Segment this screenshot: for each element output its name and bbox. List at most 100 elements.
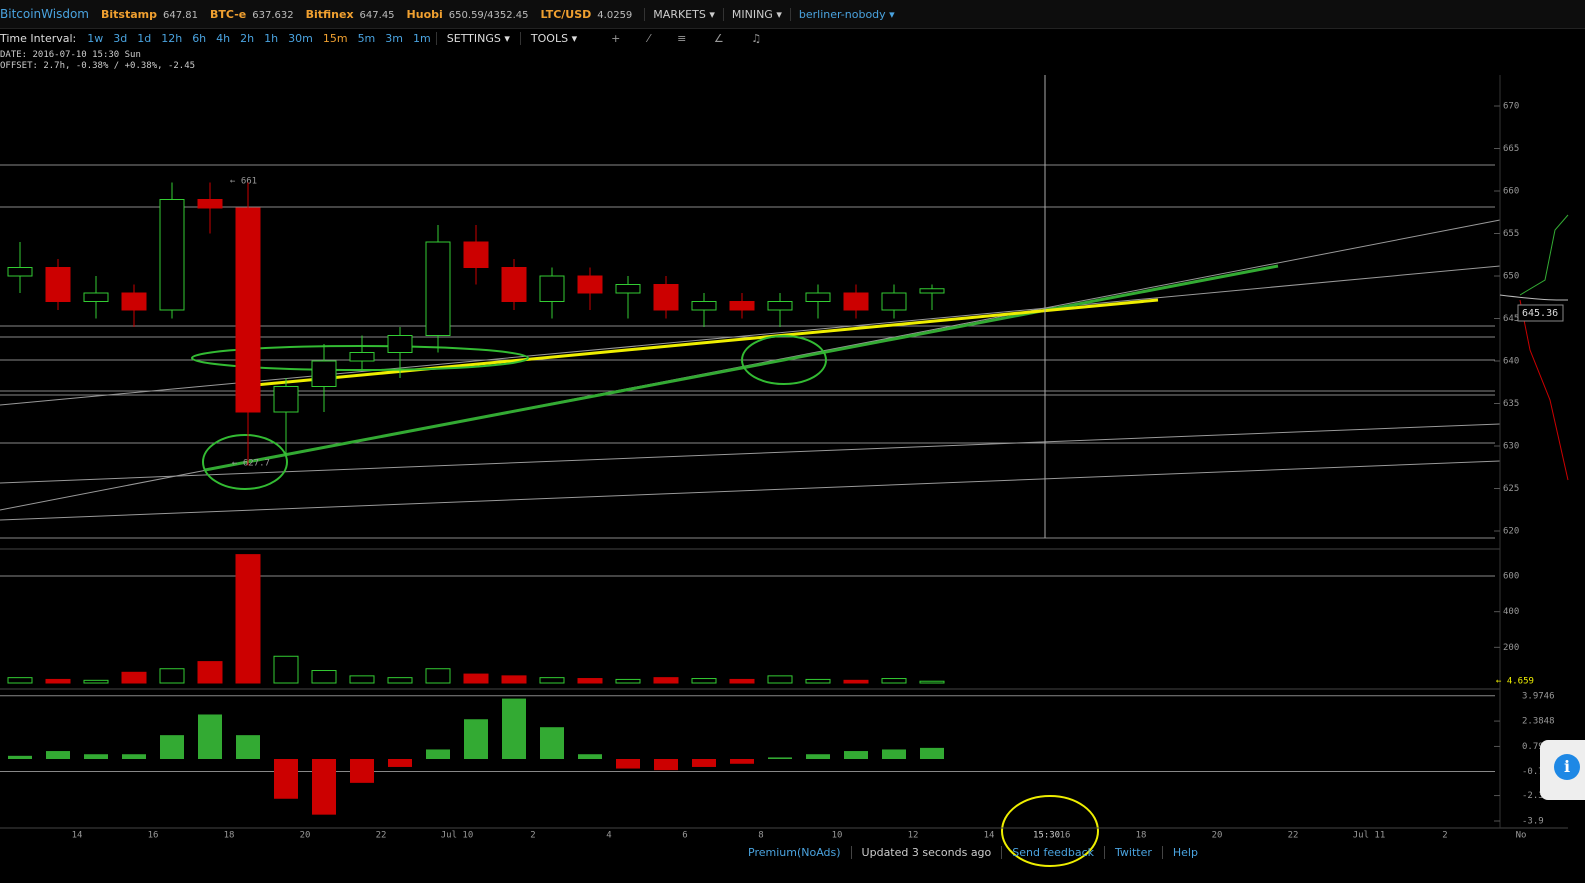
y-tick-label: 665	[1503, 144, 1519, 154]
macd-bar	[654, 759, 678, 771]
x-tick-label: Jul 11	[1353, 831, 1386, 841]
depth	[1519, 299, 1569, 481]
macd-bar	[578, 754, 602, 759]
trend-line	[0, 423, 1501, 484]
menu[interactable]: berliner-nobody ▾	[789, 7, 903, 21]
x-tick-label: 14	[984, 831, 995, 841]
y-tick-label: 660	[1503, 187, 1519, 197]
macd-bar	[388, 759, 412, 767]
interval[interactable]: 2h	[240, 31, 255, 45]
y-tick-label: 630	[1503, 442, 1519, 452]
x-tick-label: 18	[224, 831, 235, 841]
macd-bar	[768, 757, 792, 759]
x-tick-label: No	[1516, 831, 1527, 841]
y-tick-label: 640	[1503, 357, 1519, 367]
volume-bar	[311, 670, 337, 684]
footer-text: Updated 3 seconds ago	[850, 846, 1002, 859]
macd-bar	[844, 751, 868, 759]
logo[interactable]: BitcoinWisdom	[0, 7, 89, 21]
volume-bar	[83, 679, 109, 684]
interval[interactable]: 3d	[113, 31, 128, 45]
y-tick-label: 400	[1503, 607, 1519, 617]
interval[interactable]: 5m	[357, 31, 376, 45]
info: DATE: 2016-07-10 15:30 Sun OFFSET: 2.7h,…	[0, 50, 195, 72]
interval[interactable]: 1h	[264, 31, 279, 45]
menu[interactable]: SETTINGS ▾	[435, 31, 520, 45]
ellipse	[191, 345, 529, 371]
footer-link[interactable]: Twitter	[1104, 846, 1162, 859]
menu-text: TOOLS	[530, 31, 569, 45]
candle-body	[311, 360, 337, 387]
interval[interactable]: 30m	[288, 31, 313, 45]
ticker[interactable]: BTC-e 637.632	[210, 8, 294, 21]
macd-bar	[692, 759, 716, 767]
x-tick-label: 20	[1212, 831, 1223, 841]
trend-line	[0, 265, 1501, 406]
y-tick-label: 3.9746	[1522, 691, 1555, 701]
menu[interactable]: MARKETS ▾	[644, 7, 723, 21]
candle-body	[83, 292, 109, 302]
candle-body	[577, 275, 603, 294]
tool-icons[interactable]: + ⁄ ≡ ∠ ♫	[611, 31, 774, 45]
drawings	[0, 75, 1569, 867]
footer-link[interactable]: Help	[1161, 846, 1208, 859]
interval[interactable]: 4h	[216, 31, 231, 45]
candle-body	[805, 292, 831, 302]
x-tick-label: 10	[832, 831, 843, 841]
ticker-price: 647.81	[162, 9, 198, 21]
ticker-price: 647.45	[359, 9, 395, 21]
low-label: ← 627.7	[232, 459, 270, 469]
candle-body	[501, 267, 527, 302]
interval[interactable]: 15m	[322, 31, 348, 45]
macd-bar	[426, 749, 450, 759]
y-tick-label: -0.79	[1522, 767, 1549, 777]
macd-bar	[236, 735, 260, 759]
candle-body	[615, 284, 641, 294]
volume-bar	[463, 673, 489, 684]
interval[interactable]: 6h	[192, 31, 207, 45]
volume-bar	[729, 678, 755, 684]
x-tick-label: 16	[148, 831, 159, 841]
candle-body	[767, 301, 793, 311]
x-tick-label: 4	[606, 831, 611, 841]
candle-body	[919, 288, 945, 294]
volume-bar	[349, 675, 375, 684]
candle-body	[121, 292, 147, 311]
footer-link[interactable]: Send feedback	[1001, 846, 1104, 859]
volume-bar	[425, 668, 451, 684]
interval[interactable]: 1d	[137, 31, 152, 45]
ticker[interactable]: Huobi 650.59/4352.45	[407, 8, 529, 21]
macd-bar	[616, 759, 640, 769]
volume-bar	[843, 679, 869, 684]
help-widget[interactable]: i	[1540, 740, 1585, 800]
current-price: 645.36	[1522, 308, 1558, 319]
interval[interactable]: 1w	[87, 31, 104, 45]
ticker[interactable]: Bitfinex 647.45	[306, 8, 395, 21]
depth	[1519, 214, 1569, 296]
ticker-price: 4.0259	[597, 9, 633, 21]
candle-body	[387, 335, 413, 353]
menu-text: MINING	[731, 7, 773, 21]
y-tick-label: 670	[1503, 102, 1519, 112]
y-tick-label: 635	[1503, 399, 1519, 409]
toolbar: Time Interval: 1w 3d 1d 12h 6h 4h 2h 1h 30m 15m 5m…	[0, 29, 773, 47]
candle-body	[729, 301, 755, 311]
volume-bar	[501, 675, 527, 684]
ellipse	[202, 434, 288, 490]
y-tick-label: 645	[1503, 314, 1519, 324]
volume-bar	[653, 677, 679, 684]
macd-bar	[198, 714, 222, 759]
candle-body	[273, 386, 299, 413]
x-tick-label: 2	[530, 831, 535, 841]
menu[interactable]: TOOLS ▾	[519, 31, 587, 45]
volume-bar	[767, 675, 793, 684]
ticker-name: Bitstamp	[101, 7, 157, 21]
ticker[interactable]: LTC/USD 4.0259	[541, 8, 633, 21]
interval[interactable]: 3m	[385, 31, 403, 45]
interval[interactable]: 12h	[161, 31, 183, 45]
interval[interactable]: 1m	[413, 31, 431, 45]
menu[interactable]: MINING ▾	[722, 7, 790, 21]
ticker[interactable]: Bitstamp 647.81	[101, 8, 198, 21]
footer-link[interactable]: Premium(NoAds)	[748, 846, 841, 859]
